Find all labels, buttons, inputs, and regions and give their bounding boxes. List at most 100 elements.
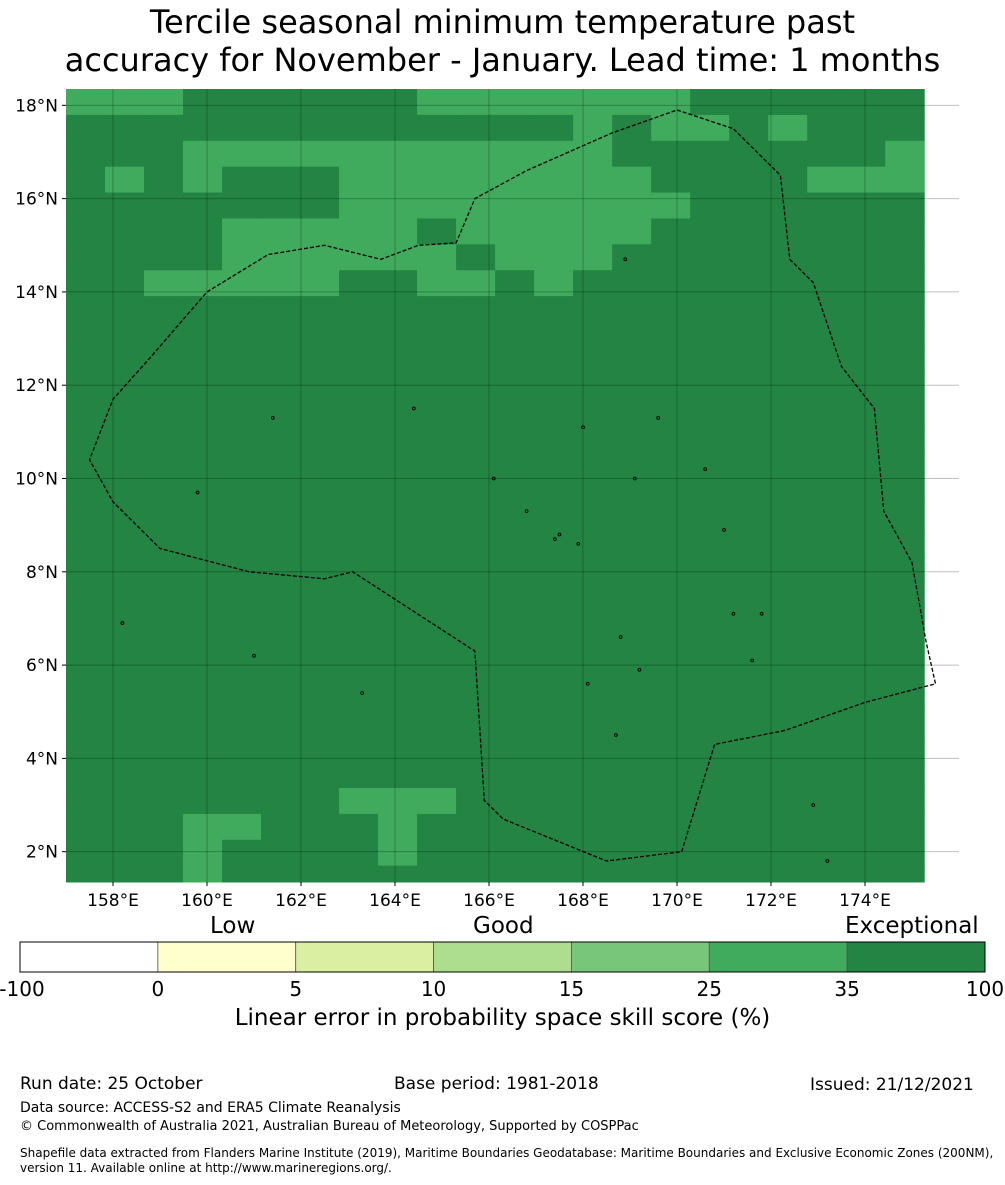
skill-cell — [846, 218, 886, 245]
skill-cell — [183, 114, 223, 142]
skill-cell — [66, 736, 106, 763]
skill-cell — [729, 606, 769, 634]
skill-cell — [183, 296, 223, 323]
skill-cell — [573, 477, 613, 504]
skill-cell — [456, 684, 496, 711]
skill-cell — [846, 580, 886, 608]
skill-cell — [300, 788, 340, 815]
skill-cell — [729, 140, 769, 168]
skill-cell — [729, 244, 769, 271]
skill-cell — [573, 270, 613, 297]
skill-cell — [690, 89, 730, 116]
skill-cell — [105, 166, 145, 194]
island-marker — [759, 611, 764, 616]
skill-cell — [339, 529, 379, 556]
skill-cell — [768, 555, 808, 582]
skill-cell — [66, 218, 106, 245]
skill-cell — [885, 192, 925, 219]
skill-cell — [690, 347, 730, 375]
skill-cell — [183, 839, 223, 867]
shapefile-credit-2: version 11. Available online at http://w… — [20, 1161, 392, 1175]
skill-cell — [846, 114, 886, 142]
skill-cell — [456, 839, 496, 867]
skill-cell — [183, 373, 223, 401]
skill-cell — [417, 89, 457, 116]
skill-cell — [495, 477, 535, 504]
skill-cell — [846, 477, 886, 504]
skill-cell — [300, 684, 340, 711]
skill-cell — [300, 425, 340, 452]
skill-cell — [612, 270, 652, 297]
skill-cell — [612, 684, 652, 711]
lon-tick-label: 158°E — [87, 891, 139, 911]
skill-cell — [690, 788, 730, 815]
skill-cell — [534, 684, 574, 711]
skill-cell — [612, 322, 652, 349]
skill-cell — [261, 244, 301, 271]
skill-cell — [573, 373, 613, 401]
skill-cell — [495, 140, 535, 168]
skill-cell — [66, 114, 106, 142]
skill-cell — [66, 529, 106, 556]
skill-cell — [339, 425, 379, 452]
skill-cell — [144, 296, 184, 323]
skill-cell — [378, 399, 418, 427]
skill-cell — [300, 451, 340, 478]
skill-cell — [378, 606, 418, 634]
skill-cell — [456, 296, 496, 323]
island-marker — [722, 527, 726, 532]
skill-cell — [885, 373, 925, 401]
island-marker — [270, 416, 275, 420]
colorbar — [19, 941, 986, 973]
skill-cell — [729, 89, 769, 116]
title-line-1: Tercile seasonal minimum temperature pas… — [149, 3, 856, 41]
skill-cell — [768, 270, 808, 297]
lat-tick-label: 10°N — [15, 470, 58, 490]
skill-cell — [456, 555, 496, 582]
skill-cell — [417, 580, 457, 608]
skill-cell — [690, 322, 730, 349]
title-line-2: accuracy for November - January. Lead ti… — [64, 41, 941, 79]
skill-cell — [573, 166, 613, 194]
skill-cell — [768, 865, 808, 883]
skill-cell — [807, 451, 847, 478]
skill-cell — [339, 451, 379, 478]
skill-cell — [690, 477, 730, 504]
skill-cell — [105, 192, 145, 219]
skill-cell — [612, 347, 652, 375]
skill-cell — [534, 736, 574, 763]
skill-cell — [183, 166, 223, 194]
skill-cell — [729, 218, 769, 245]
skill-cell — [729, 451, 769, 478]
skill-cell — [339, 788, 379, 815]
skill-cell — [105, 555, 145, 582]
skill-cell — [612, 451, 652, 478]
skill-cell — [729, 865, 769, 883]
skill-cell — [417, 710, 457, 737]
skill-cell — [339, 270, 379, 297]
colorbar-tick-label: 15 — [558, 977, 585, 1001]
skill-cell — [612, 140, 652, 168]
skill-cell — [417, 529, 457, 556]
skill-cell — [573, 529, 613, 556]
skill-cell — [261, 658, 301, 685]
skill-cell — [651, 425, 691, 452]
skill-cell — [417, 451, 457, 478]
skill-cell — [105, 762, 145, 789]
data-source: Data source: ACCESS-S2 and ERA5 Climate … — [20, 1100, 401, 1116]
skill-cell — [66, 710, 106, 737]
skill-cell — [729, 813, 769, 841]
skill-cell — [846, 529, 886, 556]
skill-cell — [612, 555, 652, 582]
skill-cell — [105, 658, 145, 685]
skill-cell — [222, 606, 262, 634]
skill-cell — [261, 580, 301, 608]
skill-cell — [300, 89, 340, 116]
skill-cell — [846, 762, 886, 789]
skill-cell — [534, 477, 574, 504]
skill-cell — [378, 347, 418, 375]
skill-cell — [573, 296, 613, 323]
skill-cell — [612, 632, 652, 660]
skill-cell — [456, 425, 496, 452]
skill-cell — [534, 451, 574, 478]
